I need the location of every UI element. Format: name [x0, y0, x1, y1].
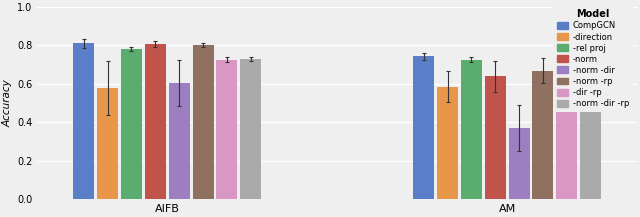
Bar	[169, 83, 189, 199]
Bar	[121, 49, 142, 199]
Bar	[193, 45, 214, 199]
Y-axis label: Accuracy: Accuracy	[3, 79, 13, 127]
Bar	[532, 71, 554, 199]
Bar	[216, 59, 237, 199]
Bar	[556, 81, 577, 199]
Bar	[580, 81, 601, 199]
Bar	[74, 43, 94, 199]
Legend: CompGCN, -direction, -rel proj, -norm, -norm -dir, -norm -rp, -dir -rp, -norm -d: CompGCN, -direction, -rel proj, -norm, -…	[552, 5, 633, 112]
Bar	[413, 56, 434, 199]
Bar	[240, 59, 261, 199]
Bar	[97, 88, 118, 199]
Bar	[461, 59, 482, 199]
Bar	[484, 76, 506, 199]
Bar	[437, 87, 458, 199]
Bar	[509, 128, 529, 199]
Bar	[145, 44, 166, 199]
